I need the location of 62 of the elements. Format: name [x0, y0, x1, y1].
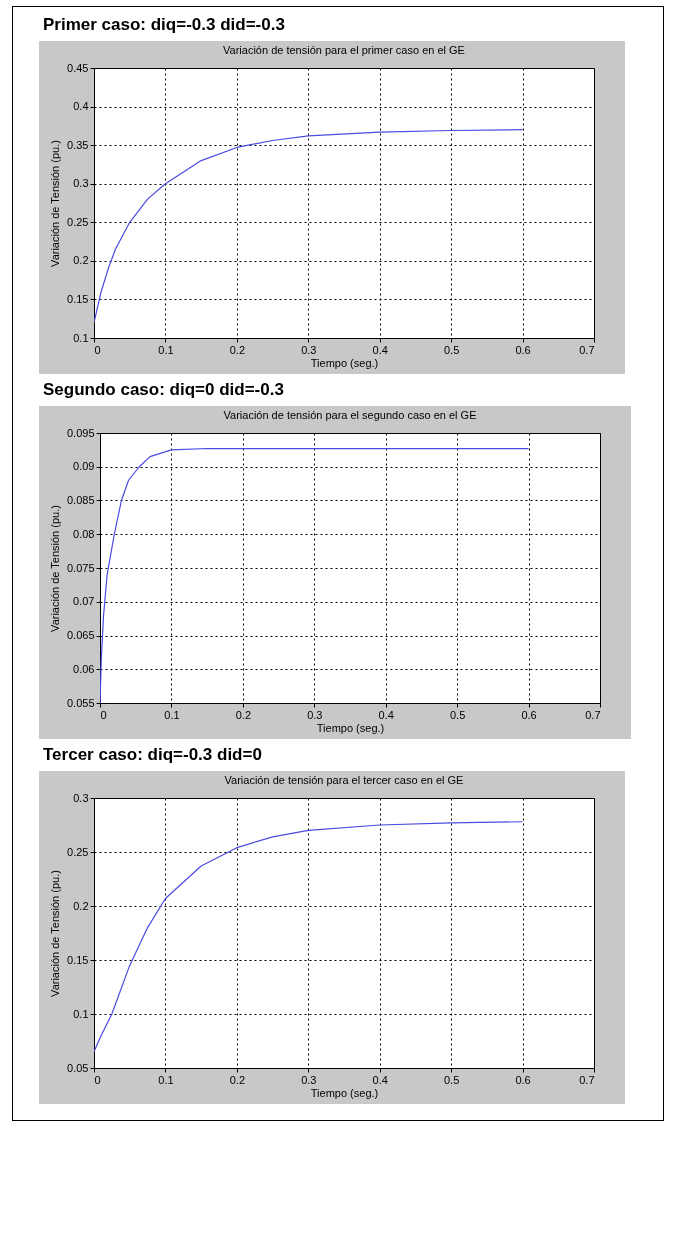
x-tick-label: 0.6 — [515, 343, 531, 356]
line-series — [100, 447, 530, 703]
x-tick-label: 0.5 — [443, 343, 460, 356]
x-tick-label: 0.1 — [158, 1073, 174, 1086]
y-tick-label: 0.15 — [67, 953, 89, 966]
x-tick-label: 0.4 — [372, 343, 388, 356]
y-tick-label: 0.15 — [67, 292, 89, 305]
x-tick-label: 0.1 — [158, 343, 174, 356]
y-axis-title: Variación de Tensión (pu.) — [48, 505, 61, 632]
y-tick-label: 0.1 — [73, 1007, 89, 1020]
x-tick-label: 0.2 — [235, 708, 252, 721]
y-tick-label: 0.09 — [73, 460, 95, 473]
x-axis-title: Tiempo (seg.) — [316, 721, 385, 734]
chart-subtitle: Variación de tensión para el segundo caso en el GE — [223, 409, 477, 421]
x-tick-label: 0.3 — [307, 708, 323, 721]
x-tick-label: 0.6 — [515, 1073, 531, 1086]
x-tick-label: 0.7 — [579, 1073, 595, 1086]
y-tick-label: 0.085 — [66, 494, 95, 506]
y-tick-label: 0.07 — [73, 595, 95, 608]
x-tick-label: 0.4 — [378, 708, 394, 721]
y-tick-label: 0.055 — [66, 696, 95, 709]
y-tick-label: 0.1 — [73, 331, 89, 344]
y-tick-label: 0.3 — [73, 791, 89, 804]
y-tick-label: 0.05 — [67, 1061, 89, 1074]
y-axis-title: Variación de Tensión (pu.) — [49, 870, 62, 997]
y-tick-label: 0.08 — [73, 527, 95, 540]
x-tick-label: 0.6 — [521, 708, 537, 721]
chart-subtitle: Variación de tensión para el primer caso en el GE — [223, 44, 465, 56]
x-tick-label: 0.7 — [585, 708, 601, 721]
line-series — [94, 129, 524, 324]
x-tick-label: 0.3 — [301, 343, 317, 356]
chart-subtitle: Variación de tensión para el tercer caso en el GE — [224, 774, 464, 786]
x-tick-label: 0.4 — [372, 1073, 388, 1086]
x-axis-title: Tiempo (seg.) — [310, 356, 379, 369]
x-tick-label: 0 — [100, 708, 107, 721]
chart-title: Primer caso: diq=-0.3 did=-0.3 — [43, 15, 286, 35]
y-tick-label: 0.095 — [66, 426, 95, 439]
y-tick-label: 0.06 — [73, 662, 95, 675]
chart-title: Tercer caso: diq=-0.3 did=0 — [43, 745, 263, 765]
x-tick-label: 0 — [94, 1073, 101, 1086]
y-tick-label: 0.065 — [66, 629, 95, 641]
x-tick-label: 0.7 — [579, 343, 595, 356]
y-tick-label: 0.45 — [67, 61, 89, 74]
y-axis-title: Variación de Tensión (pu.) — [49, 140, 62, 267]
x-axis-title: Tiempo (seg.) — [310, 1086, 379, 1099]
x-tick-label: 0.1 — [164, 708, 180, 721]
y-tick-label: 0.2 — [73, 254, 89, 267]
y-tick-label: 0.2 — [73, 899, 89, 912]
x-tick-label: 0 — [94, 343, 101, 356]
y-tick-label: 0.3 — [73, 177, 89, 190]
line-series — [94, 821, 524, 1053]
x-tick-label: 0.2 — [229, 343, 246, 356]
x-tick-label: 0.5 — [443, 1073, 460, 1086]
y-tick-label: 0.25 — [67, 845, 89, 858]
y-tick-label: 0.4 — [73, 100, 89, 113]
x-tick-label: 0.5 — [449, 708, 466, 721]
y-tick-label: 0.075 — [66, 561, 95, 574]
x-tick-label: 0.3 — [301, 1073, 317, 1086]
chart-title: Segundo caso: diq=0 did=-0.3 — [43, 380, 285, 400]
y-tick-label: 0.35 — [67, 138, 89, 151]
y-tick-label: 0.25 — [67, 215, 89, 228]
x-tick-label: 0.2 — [229, 1073, 246, 1086]
